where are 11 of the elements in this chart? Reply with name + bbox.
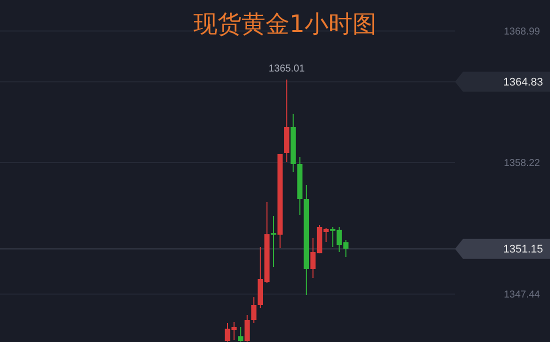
y-tick-label: 1368.99 [504, 26, 540, 38]
y-tick-label: 1347.44 [504, 290, 540, 301]
chart-title: 现货黄金1小时图 [193, 10, 377, 38]
candlestick [244, 314, 250, 342]
candlestick [238, 326, 244, 342]
annotation: 1365.01 [268, 64, 306, 75]
candlestick [270, 215, 276, 268]
y-tick-label: 1358.22 [504, 158, 540, 170]
ref-line-label: 1351.15 [503, 244, 543, 256]
ref-line-label: 1364.83 [503, 76, 543, 89]
candlestick [251, 296, 256, 324]
